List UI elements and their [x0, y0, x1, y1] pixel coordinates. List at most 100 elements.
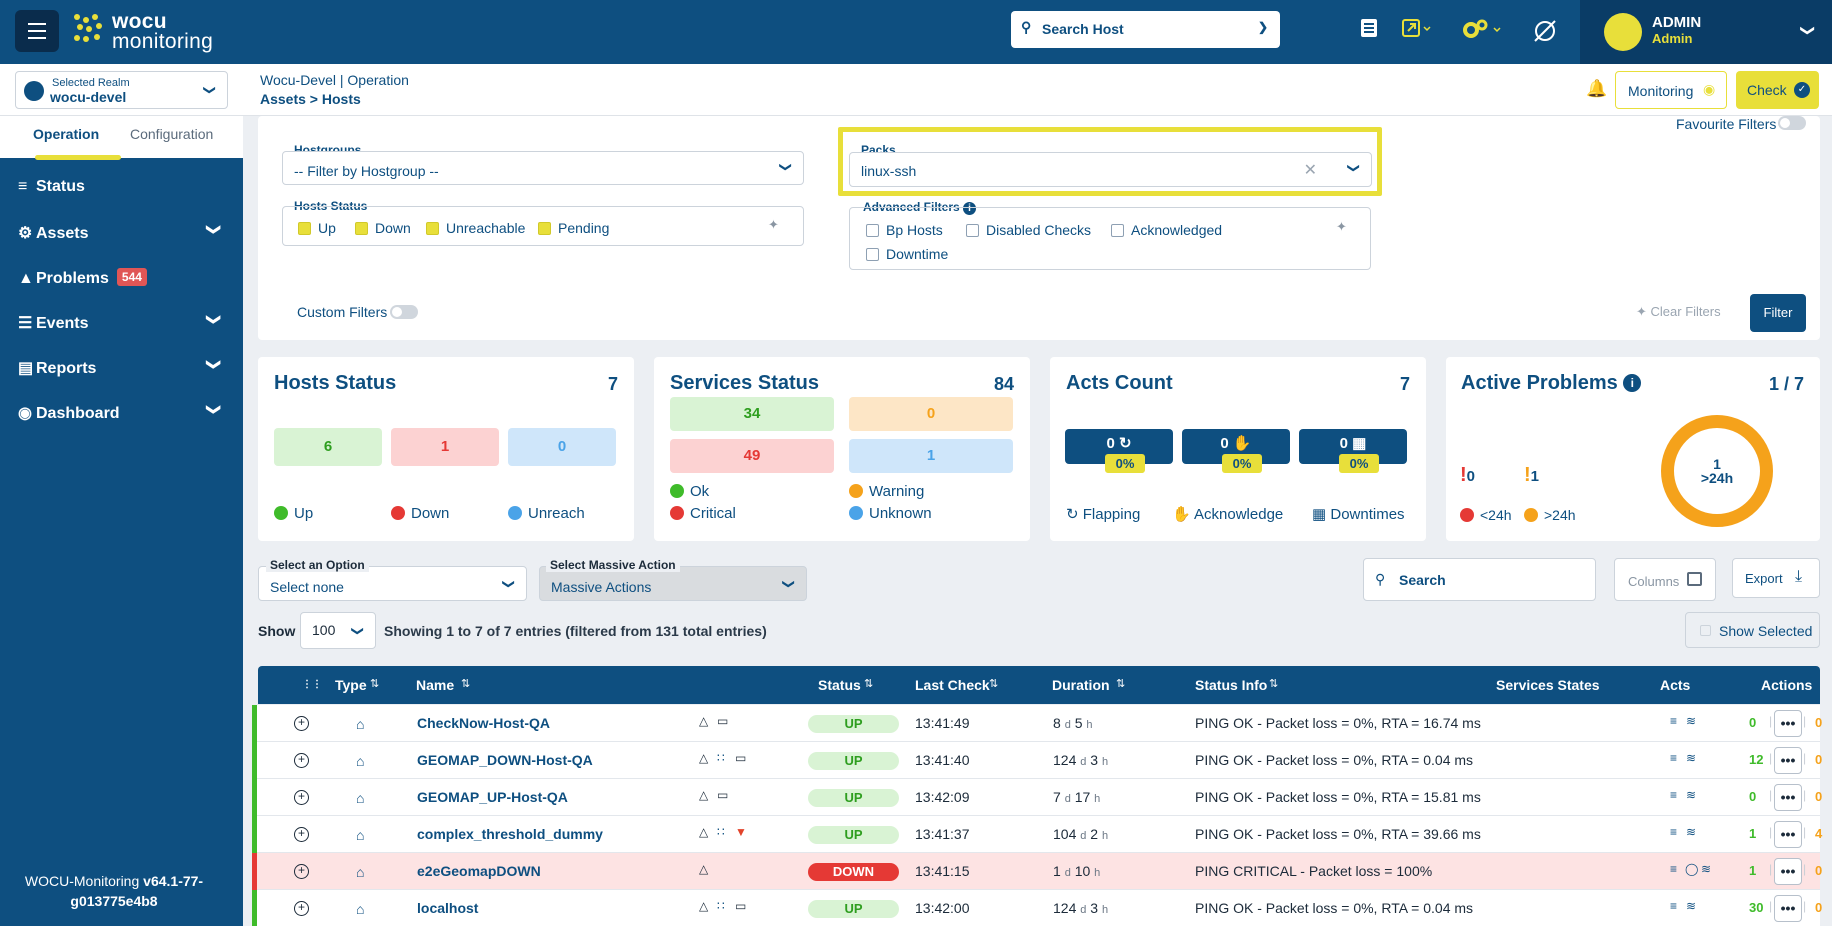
sidebar-item-problems[interactable]: ▲ Problems 544 — [18, 268, 147, 288]
monitoring-button[interactable]: Monitoring ◉ — [1615, 71, 1727, 109]
host-name-link[interactable]: e2eGeomapDOWN — [417, 863, 541, 879]
graph-icon[interactable]: ≋ — [1686, 899, 1697, 913]
hamburger-menu-button[interactable] — [15, 10, 59, 52]
service-state-count[interactable]: 30 — [1749, 900, 1764, 915]
services-ok-count[interactable]: 34 — [670, 397, 834, 431]
service-state-count[interactable]: 4 — [1815, 826, 1823, 841]
checkbox-disabled-checks[interactable]: Disabled Checks — [966, 222, 1091, 238]
row-actions-button[interactable]: ••• — [1774, 747, 1802, 774]
service-state-count[interactable]: 0 — [1815, 789, 1823, 804]
notes-icon[interactable] — [1360, 18, 1378, 44]
row-actions-button[interactable]: ••• — [1774, 821, 1802, 848]
database-icon[interactable]: ≡ — [1670, 751, 1678, 765]
column-header-name[interactable]: Name — [416, 677, 455, 693]
expand-row-icon[interactable]: + — [294, 901, 309, 916]
column-header-status-info[interactable]: Status Info — [1195, 677, 1268, 693]
database-icon[interactable]: ≡ — [1670, 862, 1678, 876]
column-header-status[interactable]: Status — [818, 677, 861, 693]
problems-donut[interactable]: 1 >24h — [1661, 415, 1773, 527]
hosts-down-count[interactable]: 1 — [391, 428, 499, 466]
graph-icon[interactable]: ≋ — [1686, 714, 1697, 728]
services-warning-count[interactable]: 0 — [849, 397, 1013, 431]
breadcrumb-context[interactable]: Wocu-Devel | Operation — [260, 72, 409, 88]
clear-filters-button[interactable]: ✦ Clear Filters — [1636, 304, 1721, 319]
expand-row-icon[interactable]: + — [294, 864, 309, 879]
sidebar-item-reports[interactable]: ▤ Reports ❯ — [18, 358, 223, 377]
graph-icon[interactable]: ≋ — [1686, 825, 1697, 839]
host-name-link[interactable]: CheckNow-Host-QA — [417, 715, 551, 731]
expand-row-icon[interactable]: + — [294, 827, 309, 842]
expand-row-icon[interactable]: + — [294, 790, 309, 805]
checkbox-up[interactable]: Up — [298, 220, 336, 236]
favourite-filters-toggle[interactable] — [1778, 116, 1806, 130]
page-size-select[interactable]: 100 ❯ — [300, 612, 376, 649]
table-row[interactable]: + ⌂ GEOMAP_DOWN-Host-QA △ ∷ ▭ UP 13:41:40 124 d … — [252, 742, 1823, 779]
checkbox-downtime[interactable]: Downtime — [866, 246, 948, 262]
settings-gears-icon[interactable] — [1462, 18, 1502, 44]
database-icon[interactable]: ≡ — [1670, 825, 1678, 839]
services-critical-count[interactable]: 49 — [670, 439, 834, 473]
search-host-select[interactable]: ⚲ Search Host ❯ — [1011, 11, 1280, 48]
table-row[interactable]: + ⌂ e2eGeomapDOWN △ DOWN 13:41:15 1 d 10 h PING… — [252, 853, 1823, 890]
database-icon[interactable]: ≡ — [1670, 899, 1678, 913]
host-name-link[interactable]: complex_threshold_dummy — [417, 826, 603, 842]
host-name-link[interactable]: GEOMAP_DOWN-Host-QA — [417, 752, 593, 768]
table-search-input[interactable]: ⚲ Search — [1363, 558, 1596, 601]
tab-operation[interactable]: Operation — [33, 126, 100, 142]
service-state-count[interactable]: 0 — [1749, 789, 1757, 804]
show-selected-button[interactable]: Show Selected — [1685, 612, 1820, 648]
comment-icon[interactable]: ◯ — [1685, 862, 1699, 876]
database-icon[interactable]: ≡ — [1670, 714, 1678, 728]
filter-button[interactable]: Filter — [1750, 294, 1806, 332]
custom-filters-toggle[interactable] — [390, 305, 418, 319]
column-header-last-check[interactable]: Last Check — [915, 677, 990, 693]
packs-select[interactable]: linux-ssh ✕ ❯ — [849, 152, 1372, 187]
service-state-count[interactable]: 1 — [1749, 863, 1757, 878]
sidebar-item-assets[interactable]: ⚙ Assets ❯ — [18, 223, 223, 242]
clear-icon[interactable]: ✕ — [1303, 162, 1317, 179]
checkbox-bp-hosts[interactable]: Bp Hosts — [866, 222, 943, 238]
service-state-count[interactable]: 1 — [1749, 826, 1757, 841]
row-actions-button[interactable]: ••• — [1774, 895, 1802, 922]
database-icon[interactable]: ≡ — [1670, 788, 1678, 802]
checkbox-unreachable[interactable]: Unreachable — [426, 220, 525, 236]
column-header-type[interactable]: Type — [335, 677, 367, 693]
checkbox-pending[interactable]: Pending — [538, 220, 609, 236]
user-menu[interactable]: ADMIN Admin ❯ — [1580, 0, 1832, 64]
tab-configuration[interactable]: Configuration — [130, 126, 214, 142]
clear-wand-icon[interactable]: ✦ — [768, 217, 779, 232]
service-state-count[interactable]: 0 — [1815, 752, 1823, 767]
column-header-services-states[interactable]: Services States — [1496, 677, 1600, 693]
sidebar-item-events[interactable]: ☰ Events ❯ — [18, 313, 223, 332]
checkbox-acknowledged[interactable]: Acknowledged — [1111, 222, 1222, 238]
expand-row-icon[interactable]: + — [294, 753, 309, 768]
host-name-link[interactable]: localhost — [417, 900, 479, 916]
services-unknown-count[interactable]: 1 — [849, 439, 1013, 473]
check-button[interactable]: Check ✓ — [1736, 71, 1819, 109]
external-link-icon[interactable] — [1402, 18, 1432, 44]
service-state-count[interactable]: 12 — [1749, 752, 1764, 767]
service-state-count[interactable]: 0 — [1815, 863, 1823, 878]
columns-button[interactable]: Columns — [1614, 558, 1716, 601]
hostgroups-select[interactable]: -- Filter by Hostgroup -- ❯ — [282, 151, 804, 185]
monitoring-off-icon[interactable] — [1532, 18, 1558, 44]
expand-row-icon[interactable]: + — [294, 716, 309, 731]
sidebar-item-dashboard[interactable]: ◉ Dashboard ❯ — [18, 403, 223, 422]
service-state-count[interactable]: 0 — [1815, 715, 1823, 730]
table-row[interactable]: + ⌂ localhost △ ∷ ▭ UP 13:42:00 124 d 3 h PING OK… — [252, 890, 1823, 926]
row-actions-button[interactable]: ••• — [1774, 784, 1802, 811]
row-actions-button[interactable]: ••• — [1774, 858, 1802, 885]
hosts-up-count[interactable]: 6 — [274, 428, 382, 466]
column-header-duration[interactable]: Duration — [1052, 677, 1110, 693]
column-header-acts[interactable]: Acts — [1660, 677, 1691, 693]
table-row[interactable]: + ⌂ complex_threshold_dummy △ ∷ ▼ UP 13:41:37 10… — [252, 816, 1823, 853]
checkbox-down[interactable]: Down — [355, 220, 411, 236]
graph-icon[interactable]: ≋ — [1686, 751, 1697, 765]
hosts-unreach-count[interactable]: 0 — [508, 428, 616, 466]
bell-icon[interactable]: 🔔 — [1586, 79, 1608, 98]
graph-icon[interactable]: ≋ — [1701, 862, 1712, 876]
service-state-count[interactable]: 0 — [1749, 715, 1757, 730]
clear-wand-icon[interactable]: ✦ — [1336, 219, 1347, 234]
service-state-count[interactable]: 0 — [1815, 900, 1823, 915]
host-name-link[interactable]: GEOMAP_UP-Host-QA — [417, 789, 568, 805]
